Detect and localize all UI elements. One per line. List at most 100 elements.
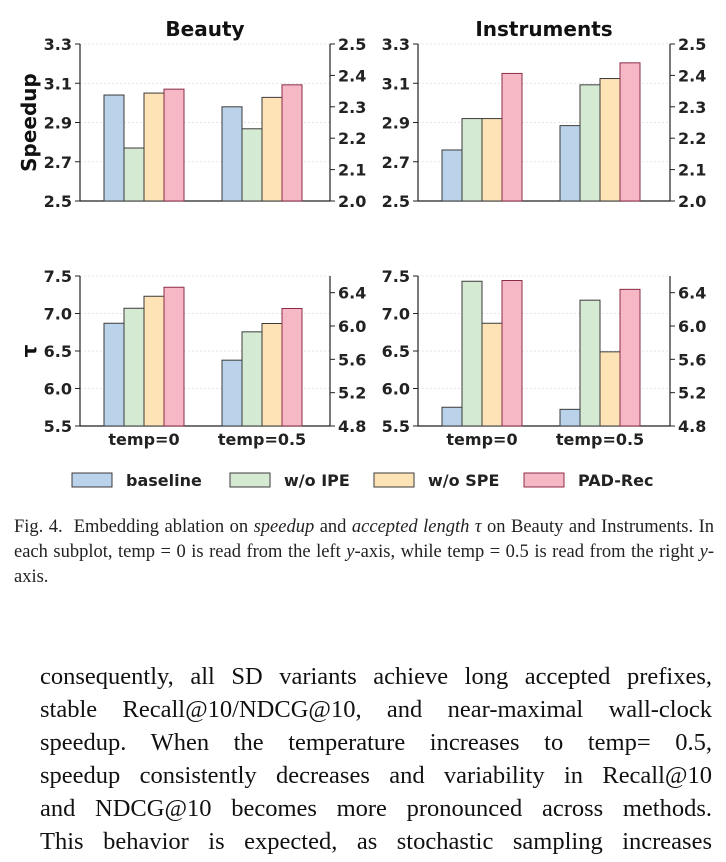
bar-w-o-spe [143, 295, 165, 427]
bar-pad-rec [281, 84, 303, 202]
body-line: speedup. When the temperature increases … [40, 729, 712, 756]
right-tick-label: 2.3 [338, 98, 366, 117]
legend-label: w/o SPE [428, 471, 499, 490]
right-tick-label: 4.8 [678, 417, 706, 436]
body-paragraph: consequently, all SD variants achieve lo… [40, 660, 712, 858]
left-tick-label: 6.5 [44, 342, 72, 361]
right-tick-label: 2.1 [678, 161, 706, 180]
bar-w-o-ipe [461, 118, 483, 202]
bar-w-o-ipe [241, 331, 263, 427]
left-tick-label: 3.1 [382, 74, 410, 93]
left-tick-label: 7.0 [382, 305, 410, 324]
right-tick-label: 2.0 [338, 192, 366, 211]
caption-label: Fig. 4. [14, 517, 63, 537]
bar-pad-rec [619, 288, 641, 427]
bar-baseline [221, 106, 243, 202]
left-tick-label: 3.3 [382, 35, 410, 54]
left-tick-label: 2.7 [44, 153, 72, 172]
caption-text: on Beauty and Instruments. In each subpl… [14, 517, 715, 562]
left-tick-label: 7.5 [44, 267, 72, 286]
caption-emph: speedup [253, 517, 315, 537]
right-tick-label: 4.8 [338, 417, 366, 436]
x-tick-label: temp=0 [446, 430, 517, 449]
body-line: consequently, all SD variants achieve lo… [40, 663, 712, 690]
bar-w-o-spe [599, 351, 621, 427]
right-tick-label: 6.0 [338, 317, 366, 336]
row-label: Speedup [17, 73, 41, 172]
bar-w-o-ipe [123, 147, 145, 202]
x-tick-label: temp=0 [108, 430, 179, 449]
left-tick-label: 6.0 [44, 380, 72, 399]
bar-baseline [221, 359, 243, 427]
body-line: speedup consistently decreases and varia… [40, 762, 712, 789]
left-tick-label: 5.5 [44, 417, 72, 436]
caption-text: -axis. [14, 542, 714, 587]
left-tick-label: 3.3 [44, 35, 72, 54]
left-tick-label: 2.9 [44, 114, 72, 133]
subplot-title: Beauty [165, 17, 244, 41]
right-tick-label: 6.4 [338, 284, 366, 303]
bar-baseline [559, 408, 581, 427]
right-tick-label: 2.2 [338, 129, 366, 148]
caption-text: -axis, while temp = 0.5 is read from the… [354, 542, 700, 562]
caption-emph: y [346, 542, 355, 562]
bar-w-o-spe [481, 322, 503, 427]
bar-w-o-ipe [579, 299, 601, 427]
subplot-2 [75, 275, 335, 427]
legend-swatch [229, 472, 271, 488]
legend-swatch [71, 472, 113, 488]
body-line: and NDCG@10 becomes more pronounced acro… [40, 795, 712, 822]
right-tick-label: 2.1 [338, 161, 366, 180]
body-line: This behavior is expected, as stochastic… [40, 828, 712, 855]
bar-w-o-ipe [579, 84, 601, 202]
right-tick-label: 2.5 [338, 35, 366, 54]
bar-w-o-spe [261, 323, 283, 427]
bar-pad-rec [501, 280, 523, 427]
bar-w-o-spe [143, 92, 165, 202]
bar-w-o-spe [599, 78, 621, 202]
x-tick-label: temp=0.5 [218, 430, 306, 449]
bar-pad-rec [163, 88, 185, 202]
figure-caption: Fig. 4. Embedding ablation on speedup an… [14, 515, 714, 590]
caption-text: Embedding ablation on [73, 517, 254, 537]
bar-w-o-ipe [241, 128, 263, 202]
left-tick-label: 5.5 [382, 417, 410, 436]
left-tick-label: 2.5 [44, 192, 72, 211]
left-tick-label: 3.1 [44, 74, 72, 93]
legend-label: baseline [126, 471, 202, 490]
right-tick-label: 5.2 [338, 384, 366, 403]
caption-emph: accepted length τ [351, 517, 482, 537]
bar-pad-rec [281, 308, 303, 427]
caption-emph: y [699, 542, 708, 562]
legend-label: w/o IPE [284, 471, 350, 490]
bar-pad-rec [163, 286, 185, 427]
bar-baseline [103, 94, 125, 202]
right-tick-label: 2.0 [678, 192, 706, 211]
bar-pad-rec [619, 62, 641, 202]
right-tick-label: 5.2 [678, 384, 706, 403]
left-tick-label: 2.7 [382, 153, 410, 172]
subplot-1 [413, 43, 675, 202]
bar-baseline [441, 406, 463, 427]
x-tick-label: temp=0.5 [556, 430, 644, 449]
left-tick-label: 6.0 [382, 380, 410, 399]
bar-baseline [441, 149, 463, 202]
right-tick-label: 2.5 [678, 35, 706, 54]
bar-w-o-ipe [123, 307, 145, 427]
right-tick-label: 2.3 [678, 98, 706, 117]
subplot-0 [75, 43, 335, 202]
right-tick-label: 6.0 [678, 317, 706, 336]
left-tick-label: 7.5 [382, 267, 410, 286]
legend-label: PAD-Rec [578, 471, 654, 490]
right-tick-label: 5.6 [678, 350, 706, 369]
bar-baseline [103, 322, 125, 427]
ablation-figure: 2.5 2.7 2.9 3.1 3.3 2.0 2.1 2.2 2.3 2.4 2.5 Beauty 2… [17, 17, 706, 490]
right-tick-label: 2.2 [678, 129, 706, 148]
legend-swatch [523, 472, 565, 488]
subplot-3 [413, 275, 675, 427]
left-tick-label: 2.5 [382, 192, 410, 211]
legend-swatch [373, 472, 415, 488]
caption-text: and [314, 517, 352, 537]
bar-w-o-ipe [461, 280, 483, 427]
row-label: τ [17, 344, 41, 357]
